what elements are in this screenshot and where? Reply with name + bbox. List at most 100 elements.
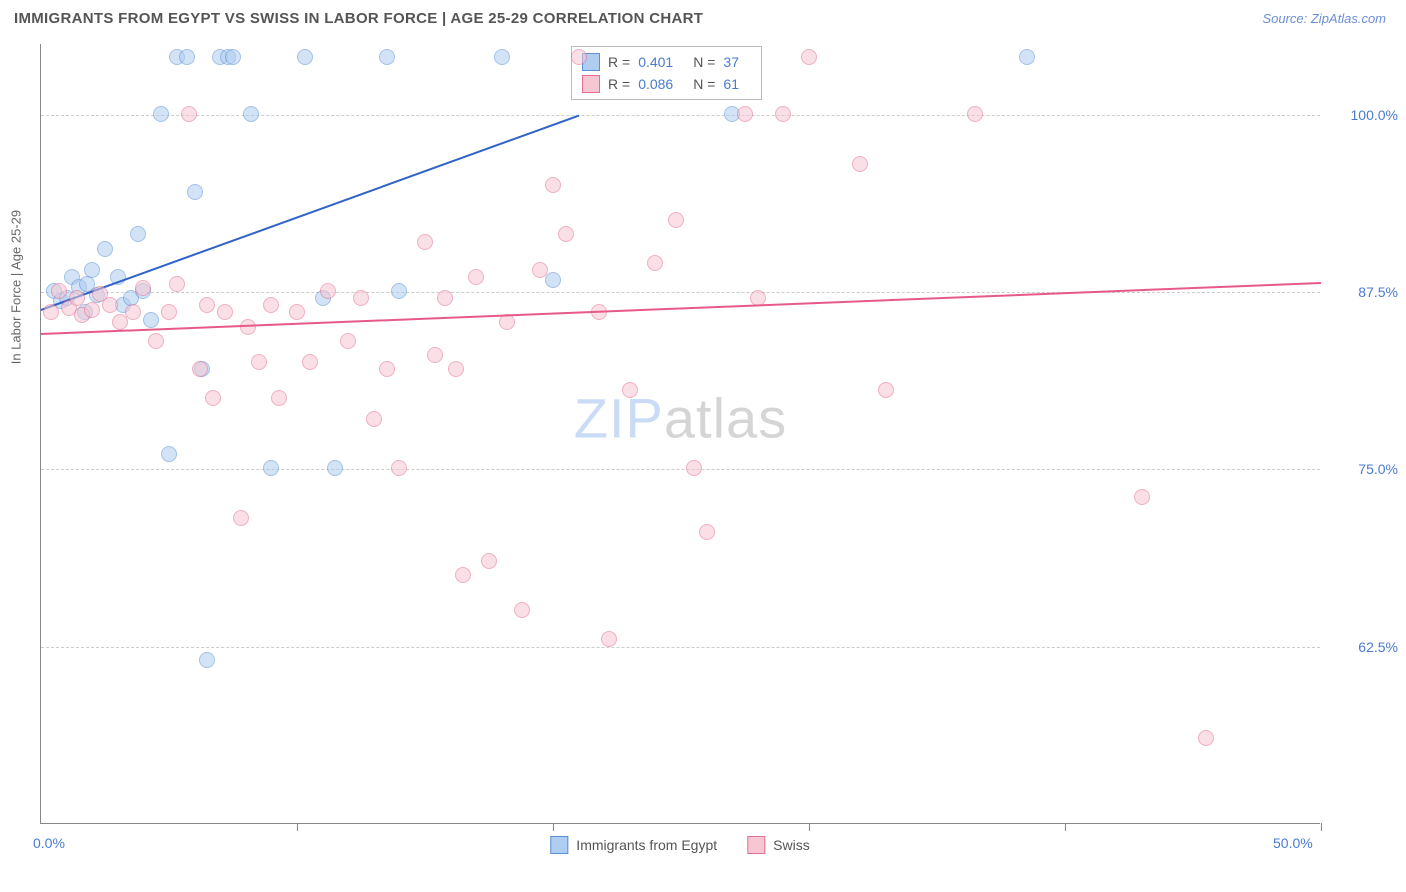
data-point xyxy=(737,106,753,122)
data-point xyxy=(427,347,443,363)
chart-title: IMMIGRANTS FROM EGYPT VS SWISS IN LABOR … xyxy=(14,10,703,27)
watermark-atlas: atlas xyxy=(664,386,787,449)
data-point xyxy=(622,382,638,398)
data-point xyxy=(1198,730,1214,746)
data-point xyxy=(601,631,617,647)
chart-header: IMMIGRANTS FROM EGYPT VS SWISS IN LABOR … xyxy=(0,0,1406,35)
r-value-swiss: 0.086 xyxy=(638,76,673,92)
data-point xyxy=(353,290,369,306)
data-point xyxy=(1134,489,1150,505)
data-point xyxy=(379,49,395,65)
data-point xyxy=(775,106,791,122)
data-point xyxy=(125,304,141,320)
data-point xyxy=(179,49,195,65)
data-point xyxy=(205,390,221,406)
data-point xyxy=(1019,49,1035,65)
data-point xyxy=(289,304,305,320)
data-point xyxy=(417,234,433,250)
data-point xyxy=(801,49,817,65)
data-point xyxy=(514,602,530,618)
x-tick xyxy=(809,823,810,831)
x-tick xyxy=(1065,823,1066,831)
data-point xyxy=(84,262,100,278)
data-point xyxy=(302,354,318,370)
y-tick-label: 87.5% xyxy=(1358,284,1398,300)
data-point xyxy=(379,361,395,377)
gridline-h xyxy=(41,469,1320,470)
data-point xyxy=(161,446,177,462)
data-point xyxy=(161,304,177,320)
x-tick-label: 0.0% xyxy=(33,835,65,851)
watermark-zip: ZIP xyxy=(574,386,664,449)
data-point xyxy=(263,297,279,313)
x-tick xyxy=(297,823,298,831)
correlation-legend: R = 0.401 N = 37 R = 0.086 N = 61 xyxy=(571,46,762,100)
data-point xyxy=(558,226,574,242)
data-point xyxy=(271,390,287,406)
n-value-swiss: 61 xyxy=(723,76,739,92)
legend-row-egypt: R = 0.401 N = 37 xyxy=(582,51,751,73)
data-point xyxy=(391,283,407,299)
data-point xyxy=(217,304,233,320)
data-point xyxy=(878,382,894,398)
source-attribution: Source: ZipAtlas.com xyxy=(1262,11,1386,26)
watermark: ZIPatlas xyxy=(574,385,787,450)
trend-line xyxy=(41,282,1321,335)
data-point xyxy=(481,553,497,569)
data-point xyxy=(51,283,67,299)
r-label: R = xyxy=(608,54,630,70)
data-point xyxy=(391,460,407,476)
scatter-chart: ZIPatlas R = 0.401 N = 37 R = 0.086 N = … xyxy=(40,44,1320,824)
data-point xyxy=(225,49,241,65)
data-point xyxy=(499,314,515,330)
gridline-h xyxy=(41,647,1320,648)
data-point xyxy=(468,269,484,285)
data-point xyxy=(169,276,185,292)
data-point xyxy=(97,241,113,257)
data-point xyxy=(84,302,100,318)
x-tick-label: 50.0% xyxy=(1273,835,1313,851)
data-point xyxy=(532,262,548,278)
x-tick xyxy=(553,823,554,831)
data-point xyxy=(187,184,203,200)
data-point xyxy=(448,361,464,377)
legend-swatch-swiss xyxy=(582,75,600,93)
data-point xyxy=(297,49,313,65)
n-label: N = xyxy=(693,76,715,92)
data-point xyxy=(455,567,471,583)
data-point xyxy=(366,411,382,427)
data-point xyxy=(545,272,561,288)
r-label: R = xyxy=(608,76,630,92)
data-point xyxy=(668,212,684,228)
gridline-h xyxy=(41,292,1320,293)
data-point xyxy=(135,280,151,296)
data-point xyxy=(437,290,453,306)
legend-label: Immigrants from Egypt xyxy=(576,837,717,853)
trend-line xyxy=(41,115,579,311)
data-point xyxy=(243,106,259,122)
data-point xyxy=(686,460,702,476)
data-point xyxy=(320,283,336,299)
data-point xyxy=(143,312,159,328)
data-point xyxy=(263,460,279,476)
r-value-egypt: 0.401 xyxy=(638,54,673,70)
data-point xyxy=(130,226,146,242)
y-tick-label: 100.0% xyxy=(1351,107,1398,123)
data-point xyxy=(967,106,983,122)
data-point xyxy=(153,106,169,122)
y-tick-label: 62.5% xyxy=(1358,639,1398,655)
data-point xyxy=(102,297,118,313)
legend-row-swiss: R = 0.086 N = 61 xyxy=(582,73,751,95)
data-point xyxy=(181,106,197,122)
data-point xyxy=(199,297,215,313)
data-point xyxy=(699,524,715,540)
data-point xyxy=(494,49,510,65)
series-legend: Immigrants from Egypt Swiss xyxy=(550,836,809,854)
n-label: N = xyxy=(693,54,715,70)
legend-swatch xyxy=(550,836,568,854)
data-point xyxy=(251,354,267,370)
legend-label: Swiss xyxy=(773,837,810,853)
legend-item: Swiss xyxy=(747,836,810,854)
x-tick xyxy=(1321,823,1322,831)
data-point xyxy=(148,333,164,349)
